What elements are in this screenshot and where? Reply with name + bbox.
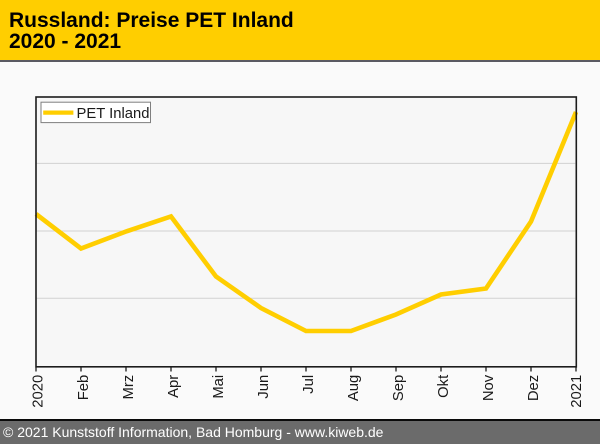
svg-text:Sep: Sep [391,375,407,401]
svg-text:PET Inland: PET Inland [77,106,150,122]
svg-text:Mrz: Mrz [121,375,137,400]
svg-text:Feb: Feb [76,375,92,401]
svg-text:Apr: Apr [166,375,182,398]
svg-text:2020: 2020 [30,375,46,408]
svg-text:Mai: Mai [211,375,227,399]
svg-text:Dez: Dez [526,375,542,401]
svg-text:Nov: Nov [481,374,497,401]
svg-text:Jul: Jul [301,375,317,394]
svg-text:2021: 2021 [569,375,585,408]
svg-text:Jun: Jun [256,375,272,399]
svg-text:Aug: Aug [346,375,362,401]
svg-text:Okt: Okt [436,375,452,398]
